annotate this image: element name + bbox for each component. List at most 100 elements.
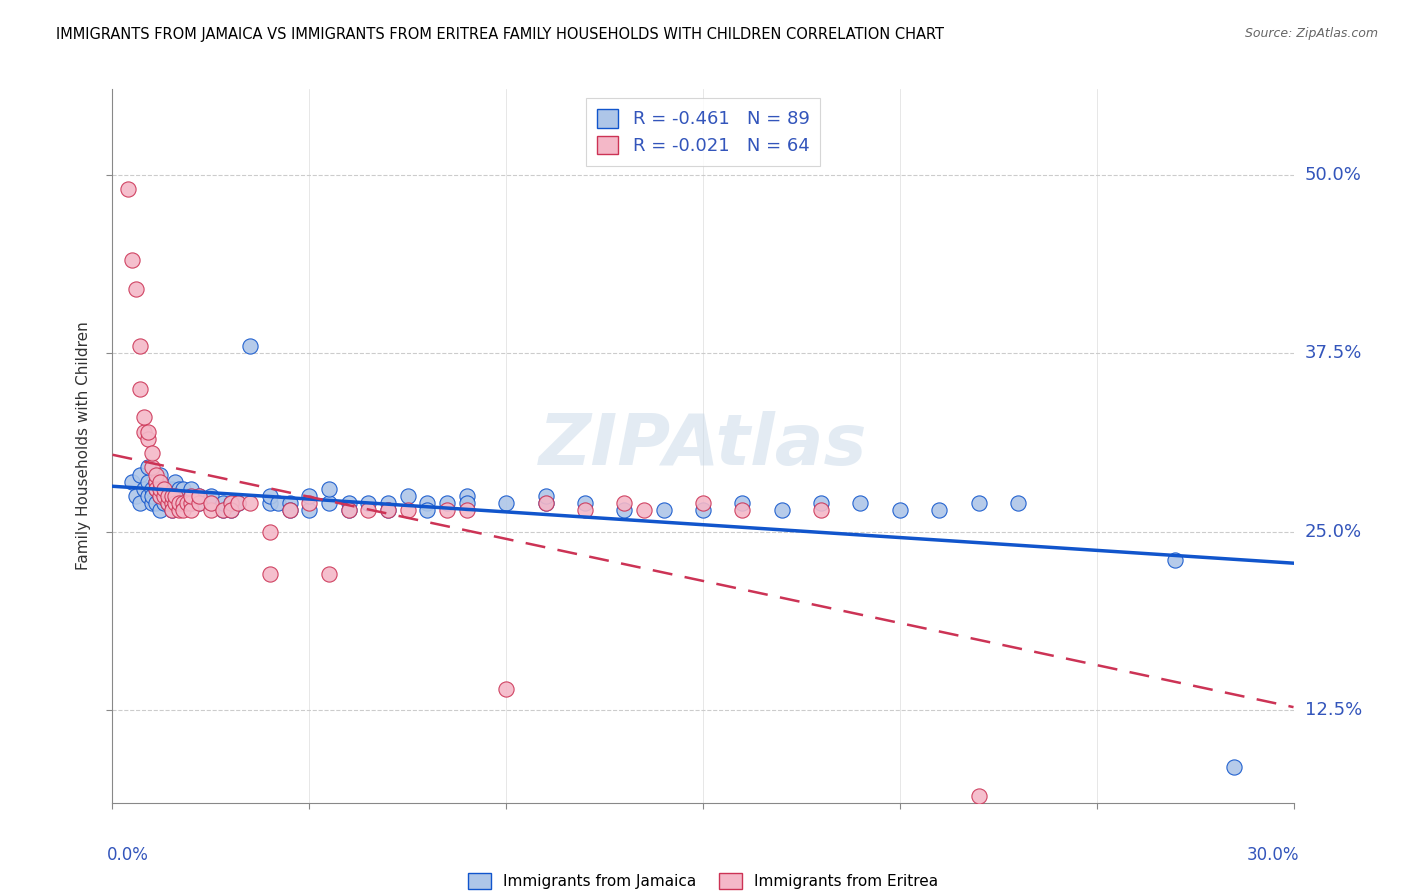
Point — [132, 410, 155, 425]
Point — [967, 496, 990, 510]
Point — [160, 503, 183, 517]
Point — [200, 496, 222, 510]
Point — [228, 496, 250, 510]
Point — [436, 496, 458, 510]
Text: Source: ZipAtlas.com: Source: ZipAtlas.com — [1244, 27, 1378, 40]
Point — [172, 496, 194, 510]
Point — [149, 503, 172, 517]
Point — [337, 503, 360, 517]
Point — [967, 789, 990, 803]
Point — [117, 182, 139, 196]
Point — [337, 496, 360, 510]
Point — [731, 503, 754, 517]
Point — [534, 496, 557, 510]
Point — [156, 489, 179, 503]
Y-axis label: Family Households with Children: Family Households with Children — [76, 322, 91, 570]
Point — [298, 489, 321, 503]
Point — [125, 282, 148, 296]
Point — [121, 253, 143, 268]
Point — [176, 496, 198, 510]
Point — [188, 496, 211, 510]
Point — [136, 425, 159, 439]
Point — [1007, 496, 1029, 510]
Point — [770, 503, 793, 517]
Point — [152, 489, 174, 503]
Point — [416, 496, 439, 510]
Point — [176, 489, 198, 503]
Point — [169, 489, 191, 503]
Point — [219, 496, 242, 510]
Point — [165, 489, 187, 503]
Point — [219, 503, 242, 517]
Text: 25.0%: 25.0% — [1305, 523, 1362, 541]
Text: 37.5%: 37.5% — [1305, 344, 1362, 362]
Point — [136, 432, 159, 446]
Point — [200, 503, 222, 517]
Point — [169, 496, 191, 510]
Point — [180, 489, 202, 503]
Point — [456, 503, 478, 517]
Point — [152, 482, 174, 496]
Point — [219, 503, 242, 517]
Point — [180, 503, 202, 517]
Point — [278, 496, 301, 510]
Point — [129, 339, 152, 353]
Point — [156, 496, 179, 510]
Point — [456, 489, 478, 503]
Point — [456, 496, 478, 510]
Point — [188, 496, 211, 510]
Point — [613, 503, 636, 517]
Point — [165, 475, 187, 489]
Point — [149, 467, 172, 482]
Point — [129, 382, 152, 396]
Point — [136, 475, 159, 489]
Point — [145, 475, 167, 489]
Point — [692, 496, 714, 510]
Point — [160, 496, 183, 510]
Point — [180, 496, 202, 510]
Point — [169, 503, 191, 517]
Point — [495, 681, 517, 696]
Point — [200, 489, 222, 503]
Point — [160, 503, 183, 517]
Point — [377, 496, 399, 510]
Point — [156, 489, 179, 503]
Point — [1223, 760, 1246, 774]
Point — [176, 496, 198, 510]
Text: 30.0%: 30.0% — [1247, 846, 1299, 863]
Point — [318, 496, 340, 510]
Point — [239, 339, 262, 353]
Text: 0.0%: 0.0% — [107, 846, 149, 863]
Text: ZIPAtlas: ZIPAtlas — [538, 411, 868, 481]
Legend: Immigrants from Jamaica, Immigrants from Eritrea: Immigrants from Jamaica, Immigrants from… — [461, 867, 945, 892]
Text: 12.5%: 12.5% — [1305, 701, 1362, 719]
Point — [136, 489, 159, 503]
Point — [165, 496, 187, 510]
Point — [156, 496, 179, 510]
Point — [145, 475, 167, 489]
Point — [211, 503, 233, 517]
Point — [200, 496, 222, 510]
Point — [180, 482, 202, 496]
Point — [152, 496, 174, 510]
Point — [534, 496, 557, 510]
Point — [219, 496, 242, 510]
Point — [228, 496, 250, 510]
Point — [160, 489, 183, 503]
Point — [278, 503, 301, 517]
Point — [188, 489, 211, 503]
Point — [731, 496, 754, 510]
Point — [396, 503, 419, 517]
Point — [145, 496, 167, 510]
Point — [152, 489, 174, 503]
Point — [928, 503, 950, 517]
Point — [574, 503, 596, 517]
Point — [377, 503, 399, 517]
Point — [1164, 553, 1187, 567]
Point — [129, 496, 152, 510]
Point — [180, 489, 202, 503]
Point — [259, 496, 281, 510]
Point — [337, 503, 360, 517]
Point — [574, 496, 596, 510]
Point — [169, 482, 191, 496]
